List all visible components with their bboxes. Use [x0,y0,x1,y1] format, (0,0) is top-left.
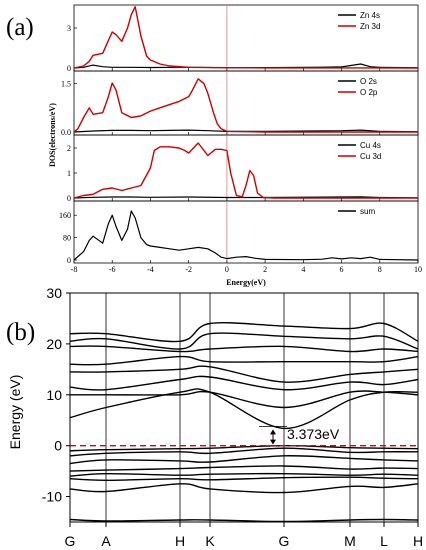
band-line [69,345,419,353]
x-tick-label: 10 [414,265,422,274]
x-tick-label: -8 [71,265,78,274]
x-tick-label: -2 [185,265,192,274]
kpoint-label: G [65,533,76,549]
x-axis-title: Energy(eV) [226,278,266,287]
y-tick-label: 20 [46,336,62,352]
y-tick-label: 0 [67,194,71,203]
y-tick-label: 160 [59,211,71,220]
gap-label: 3.373eV [287,426,340,442]
dos-subplot-sum: 0 80 160 sum [59,200,419,265]
band-line [69,483,419,494]
legend-label: Cu 4s [360,141,381,150]
y-tick-label: -10 [42,489,62,505]
dos-subplot-zn: 0 3 Zn 4s Zn 3d [67,4,419,73]
x-tick-label: 2 [263,265,267,274]
kpoint-label: A [101,533,111,549]
legend-label: Cu 3d [360,152,381,161]
legend-label: O 2p [360,88,378,97]
gap-arrow-head-down [270,439,276,445]
y-axis-title: Energy (eV) [7,375,23,450]
dos-panel: (a) 0 3 Zn 4s Zn 3d 0.0 1.5 O 2s O 2p 0 1 2 Cu 4s Cu … [6,4,422,287]
legend-label: sum [360,207,375,216]
band-line [69,322,419,343]
band-line [69,388,419,430]
x-tick-label: 0 [225,265,229,274]
legend-label: Zn 3d [360,22,380,31]
y-tick-label: 10 [46,387,62,403]
band-plot-frame [69,292,419,523]
dos-subplot-o: 0.0 1.5 O 2s O 2p [61,70,419,137]
legend-label: O 2s [360,77,377,86]
y-tick-label: 30 [46,285,62,301]
series-line-cu-3d [73,142,418,199]
y-tick-label: 0 [54,438,62,454]
kpoint-label: M [344,533,356,549]
x-tick-label: 4 [301,265,305,274]
band-line [70,390,419,409]
series-line-zn-3d [73,5,419,69]
y-tick-label: 0 [67,64,71,73]
band-line [69,476,419,482]
kpoint-label: K [205,533,215,549]
series-line-o-2s [73,129,419,133]
panel-label-b: (b) [6,319,35,346]
series-line-o-2p [73,78,418,133]
y-tick-label: 0 [67,256,71,265]
x-tick-label: 8 [378,265,382,274]
y-axis-title: DOS(electrons/eV) [48,103,57,167]
y-tick-label: 1 [67,169,71,178]
band-line [69,455,419,465]
band-line [69,332,419,350]
band-line [69,447,419,457]
x-tick-label: -6 [109,265,116,274]
kpoint-label: H [175,533,185,549]
gap-arrow-head-up [270,429,276,435]
band-line [69,375,419,391]
subplot-frame [73,200,419,264]
y-tick-label: 80 [63,234,71,243]
kpoint-label: H [413,533,423,549]
band-line [69,365,419,383]
kpoint-label: L [380,533,388,549]
series-line-sum [73,210,419,261]
series-line-cu-4s [73,196,419,199]
y-tick-label: 3 [67,24,71,33]
dos-subplot-cu: 0 1 2 Cu 4s Cu 3d [67,134,419,203]
band-line [69,355,419,366]
x-axis: -8 -6 -4 -2 0 2 4 6 8 10 [71,265,422,274]
band-line [69,518,419,523]
x-tick-label: 6 [340,265,344,274]
band-structure-panel: (b) 30 20 10 0 -10 G A H K G M L H Energy (eV) 3.373eV [6,285,423,549]
band-line [69,472,419,477]
band-line [69,444,419,452]
kpoint-label: G [279,533,290,549]
panel-label-a: (a) [6,14,34,41]
legend-label: Zn 4s [360,11,380,20]
y-tick-label: 0.0 [61,128,71,137]
x-tick-label: -4 [147,265,154,274]
y-tick-label: 1.5 [61,80,71,89]
band-line [69,465,419,472]
y-tick-label: 2 [67,144,71,153]
